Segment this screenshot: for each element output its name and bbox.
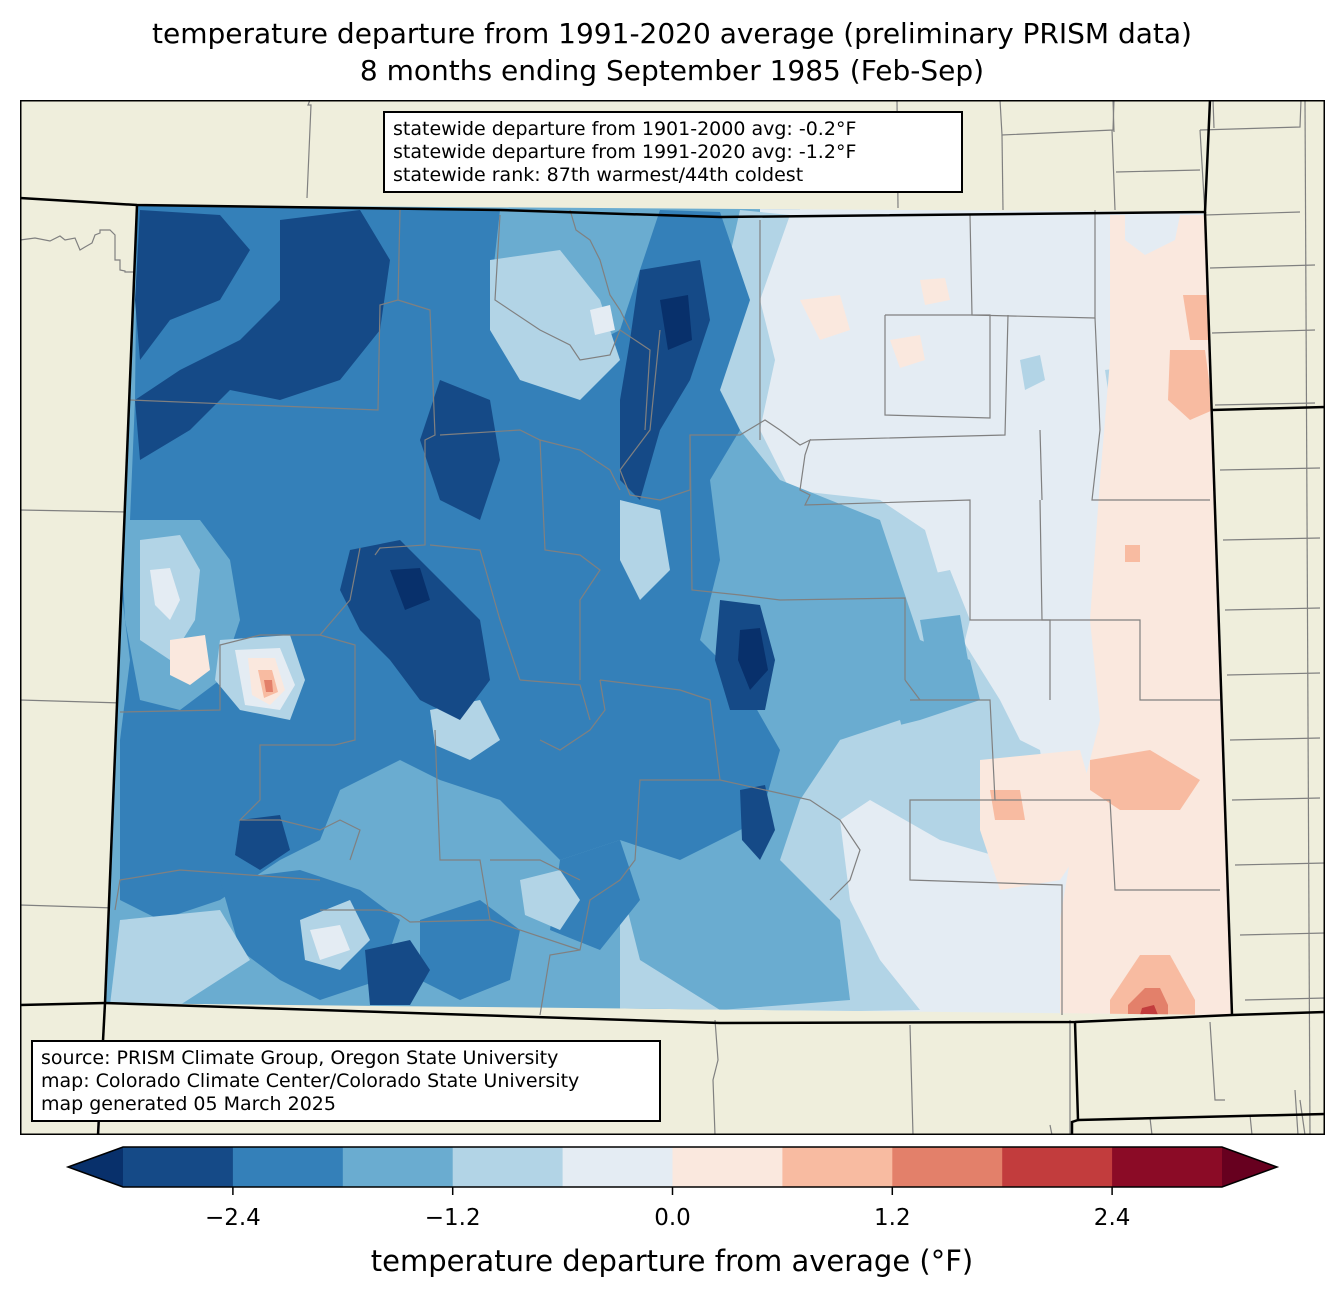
colorbar-bin	[123, 1147, 234, 1187]
heat-region	[110, 910, 250, 1005]
heat-region	[920, 615, 968, 675]
colorbar-bin	[782, 1147, 893, 1187]
stat-line-rank: statewide rank: 87th warmest/44th coldes…	[393, 164, 804, 186]
heat-region	[738, 628, 768, 690]
heat-region	[420, 900, 520, 1000]
heat-region	[590, 305, 615, 335]
heat-region	[490, 250, 620, 400]
generated-date-line: map generated 05 March 2025	[41, 1093, 336, 1115]
colorbar-bin	[562, 1147, 673, 1187]
colorbar-outline	[65, 1146, 1280, 1188]
heat-region	[135, 210, 390, 460]
colorado-temperature-map	[20, 100, 1325, 1135]
source-box: source: PRISM Climate Group, Oregon Stat…	[31, 1040, 661, 1122]
colorbar-bin	[232, 1147, 344, 1187]
heat-region	[800, 295, 850, 340]
heat-region	[550, 840, 640, 950]
colorbar-extend-over	[1222, 1147, 1277, 1187]
map-credit-line: map: Colorado Climate Center/Colorado St…	[41, 1070, 580, 1092]
colorbar-ticks	[232, 1187, 1113, 1195]
heat-region	[890, 335, 925, 368]
neighbor-county-lines	[20, 100, 1325, 1135]
heat-region	[170, 635, 210, 685]
heat-region	[430, 700, 500, 760]
heat-region	[1125, 215, 1180, 255]
heat-region	[920, 278, 950, 305]
heat-region	[235, 815, 290, 870]
heat-region	[1110, 955, 1195, 1015]
colorbar-bins	[123, 1147, 1223, 1187]
colorbar-bin	[1002, 1147, 1113, 1187]
heat-region	[340, 540, 490, 720]
heat-region	[310, 925, 350, 960]
heat-region	[990, 790, 1025, 820]
source-line: source: PRISM Climate Group, Oregon Stat…	[41, 1047, 559, 1069]
colorbar-bin	[1112, 1147, 1223, 1187]
heat-region	[390, 568, 430, 610]
heat-region	[365, 940, 430, 1005]
map-frame	[20, 100, 1325, 1135]
colorbar-bin	[672, 1147, 783, 1187]
map-title-line2: 8 months ending September 1985 (Feb-Sep)	[359, 54, 985, 87]
colorbar-tick-label: −1.2	[424, 1205, 481, 1231]
heat-region	[660, 295, 692, 350]
heat-region	[264, 680, 273, 692]
colorado-county-lines	[114, 209, 1220, 1016]
stat-line-1901-2000: statewide departure from 1901-2000 avg: …	[393, 118, 857, 140]
heat-region	[150, 568, 180, 620]
colorbar-tick-label: 0.0	[654, 1205, 691, 1231]
heat-region	[420, 380, 500, 520]
stat-line-1991-2020: statewide departure from 1991-2020 avg: …	[393, 141, 857, 163]
colorbar-bin	[452, 1147, 564, 1187]
colorbar-bin	[892, 1147, 1003, 1187]
colorbar-tick-label: −2.4	[204, 1205, 261, 1231]
heat-region	[1125, 545, 1140, 562]
heat-region	[840, 720, 910, 790]
heat-region	[1183, 295, 1213, 340]
state-boundaries	[20, 100, 1325, 1135]
heat-region	[620, 500, 670, 600]
colorbar-tick-label: 2.4	[1093, 1205, 1131, 1231]
heat-region	[1020, 355, 1045, 390]
heat-region	[135, 210, 250, 360]
colorbar-label: temperature departure from average (°F)	[370, 1244, 974, 1278]
heat-region	[1168, 350, 1213, 420]
heat-region	[1128, 988, 1168, 1015]
colorbar-tick-label: 1.2	[874, 1205, 911, 1231]
heat-region	[1090, 750, 1200, 810]
colorbar	[65, 1146, 1280, 1195]
colorbar-bin	[342, 1147, 454, 1187]
statewide-stats-box: statewide departure from 1901-2000 avg: …	[383, 111, 963, 193]
heat-region	[740, 785, 775, 860]
heatmap-layer	[105, 205, 1232, 1015]
heat-region	[520, 870, 580, 930]
heat-region	[980, 750, 1100, 890]
map-title-line1: temperature departure from 1991-2020 ave…	[152, 17, 1192, 50]
colorbar-extend-under	[68, 1147, 123, 1187]
heat-region	[1140, 1005, 1158, 1015]
